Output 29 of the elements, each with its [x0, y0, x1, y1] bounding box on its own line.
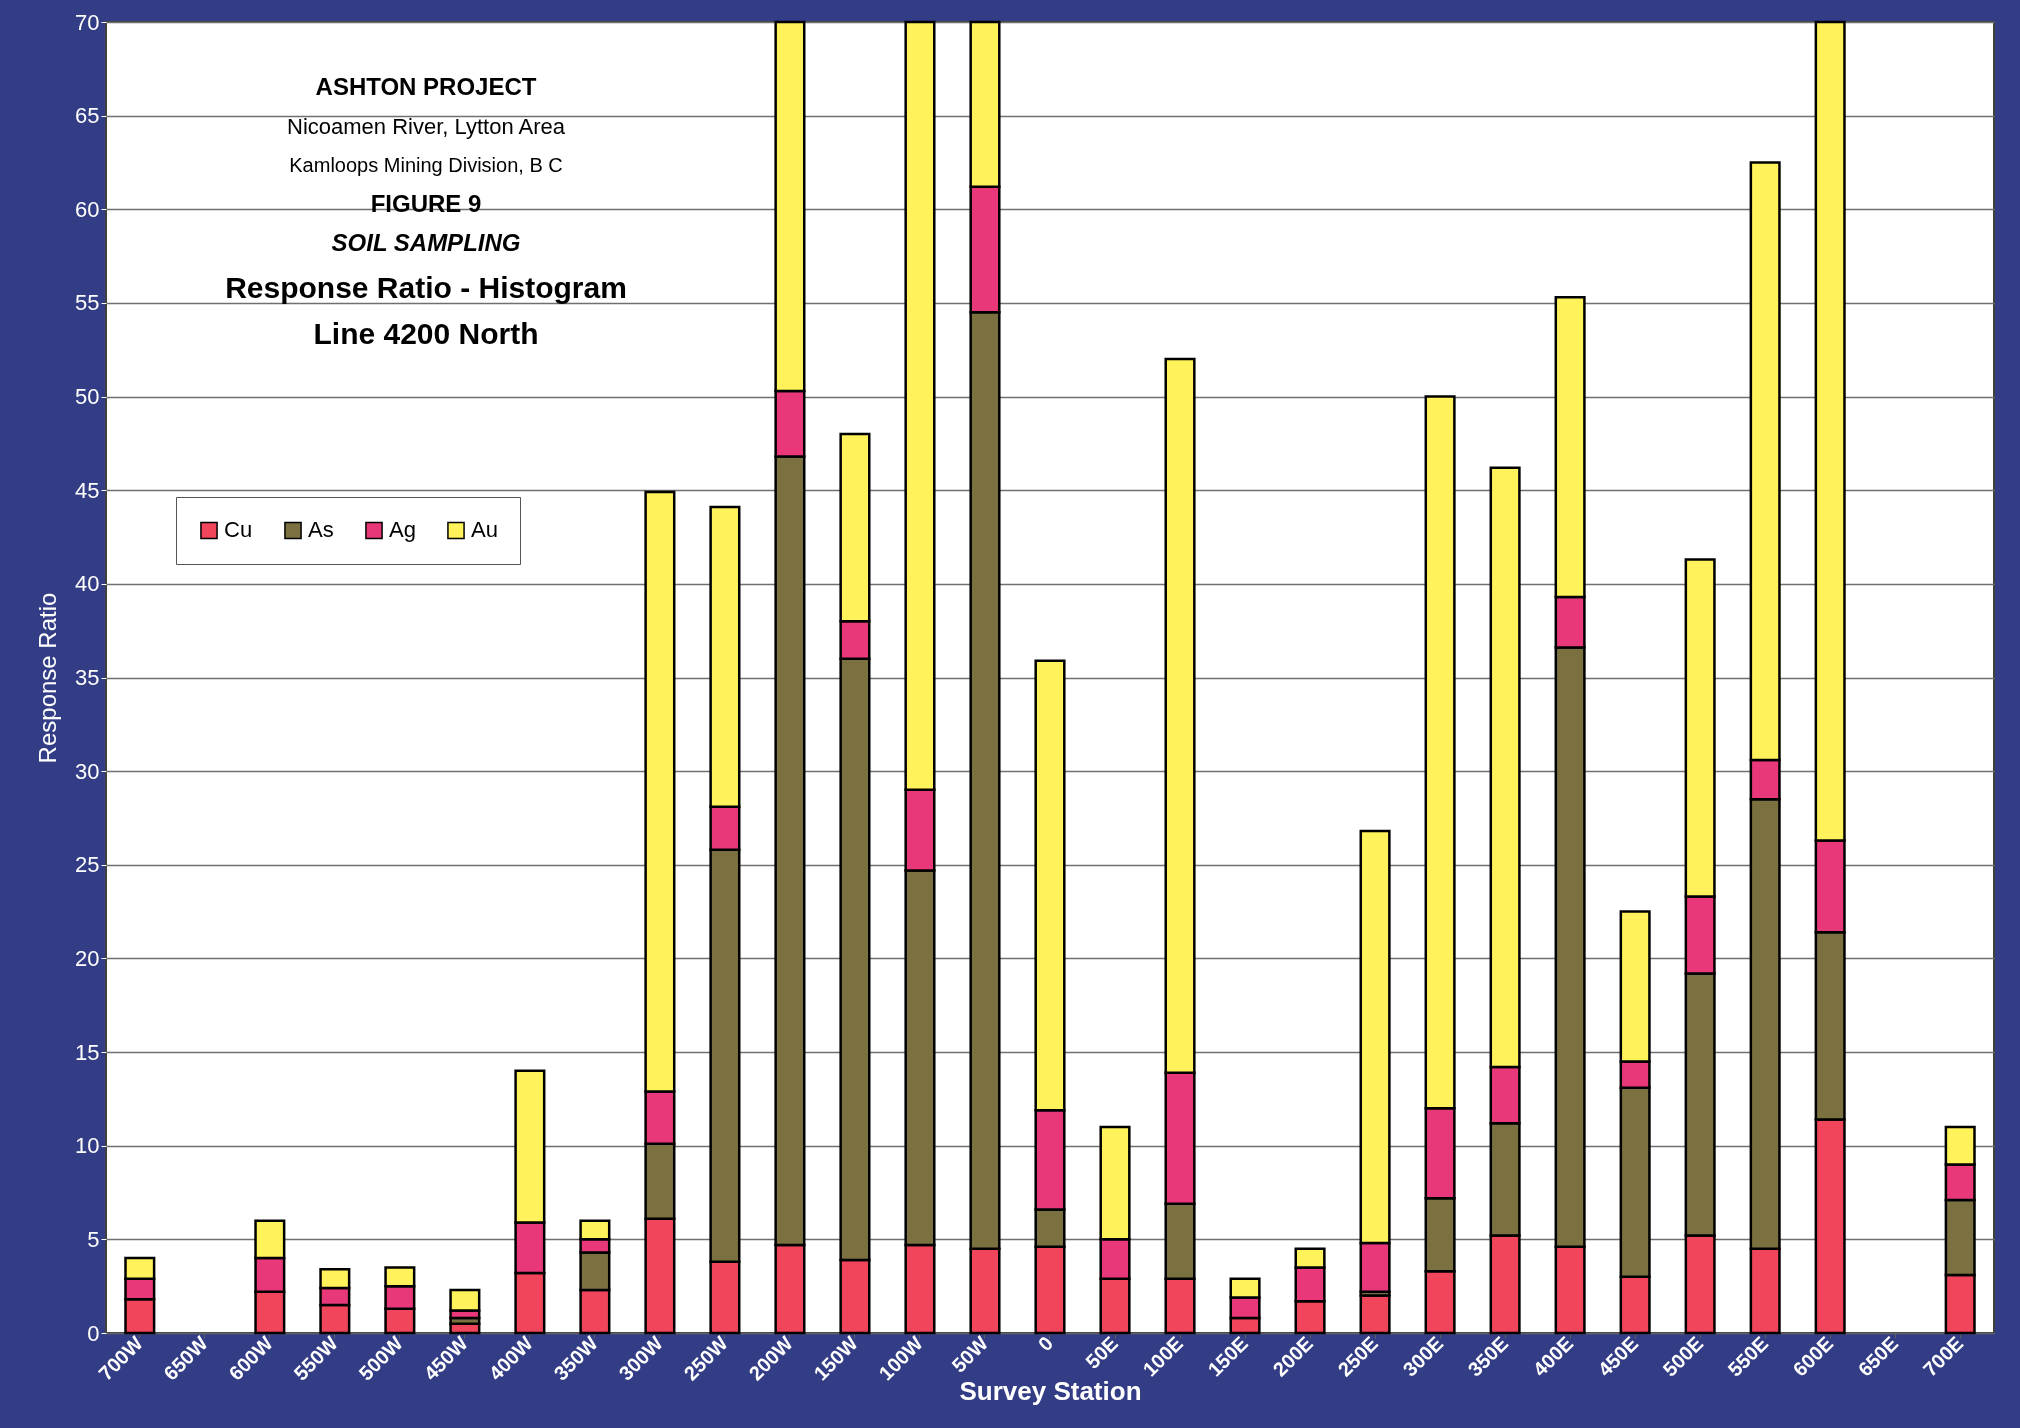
legend-label: Au — [471, 517, 498, 543]
text: Line 4200 North — [313, 317, 539, 350]
y-tick-label: 40 — [75, 571, 100, 597]
legend-label: Ag — [389, 517, 416, 543]
y-tick-label: 30 — [75, 758, 100, 784]
x-tick-label: 50E — [1081, 1332, 1123, 1373]
y-tick-label: 15 — [75, 1039, 100, 1065]
y-axis-title: Response Ratio — [34, 592, 62, 764]
y-tick-label: 65 — [75, 103, 100, 129]
y-tick-label: 20 — [75, 945, 100, 971]
annotation: ASHTON PROJECT — [315, 73, 537, 100]
legend-label: As — [308, 517, 334, 543]
y-tick-label: 25 — [75, 852, 100, 878]
y-tick-label: 55 — [75, 290, 100, 316]
x-axis-title: Survey Station — [959, 1375, 1142, 1406]
annotation: Kamloops Mining Division, B C — [289, 154, 563, 176]
y-tick-label: 45 — [75, 477, 100, 503]
y-tick-label: 70 — [75, 9, 100, 35]
annotation: SOIL SAMPLING — [331, 229, 521, 256]
x-tick-label: 0 — [1033, 1332, 1058, 1356]
y-tick-label: 50 — [75, 384, 100, 410]
y-tick-label: 60 — [75, 196, 100, 222]
y-tick-label: 5 — [87, 1226, 100, 1252]
y-tick-label: 35 — [75, 665, 100, 690]
annotation: Nicoamen River, Lytton Area — [287, 114, 566, 139]
y-tick-label: 10 — [75, 1133, 100, 1159]
legend-label: Cu — [224, 517, 253, 543]
bar — [1359, 1294, 1391, 1335]
text: Response Ratio - Histogram — [225, 271, 627, 304]
